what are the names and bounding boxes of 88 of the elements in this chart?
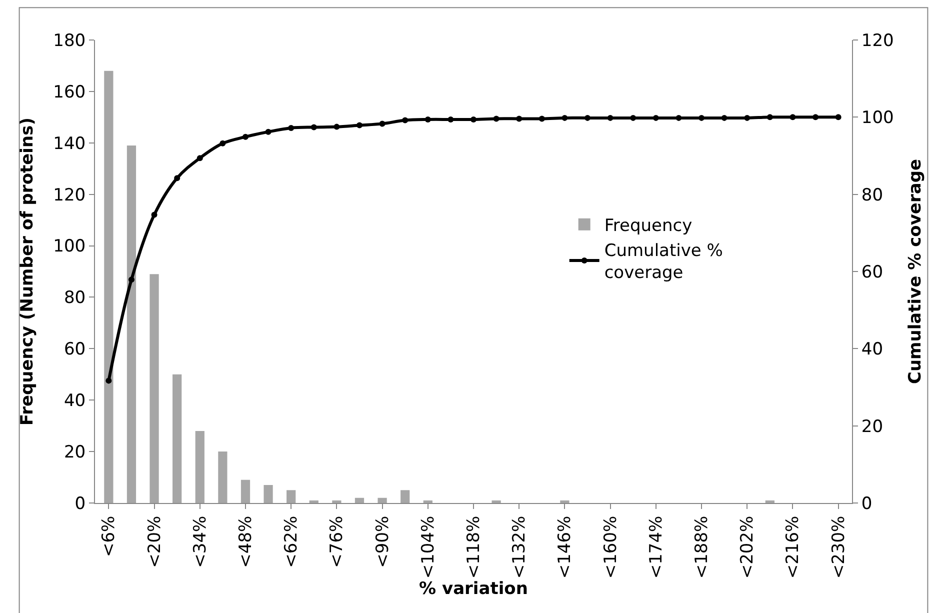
- y-tick-label: 0: [74, 494, 86, 514]
- point: [744, 114, 750, 121]
- bar: [126, 145, 136, 503]
- point: [448, 116, 454, 122]
- y-tick-label: 60: [64, 340, 86, 360]
- point: [766, 114, 773, 120]
- y-tick-label: 160: [53, 82, 86, 102]
- point: [379, 120, 386, 127]
- point: [288, 124, 294, 131]
- point: [196, 155, 203, 162]
- x-tick-label: <202%: [738, 516, 758, 579]
- bar: [172, 374, 182, 503]
- x-tick-label: <34%: [190, 516, 210, 568]
- x-tick-label: <104%: [418, 516, 438, 579]
- point: [470, 116, 476, 122]
- x-tick-label: <146%: [555, 516, 576, 579]
- x-tick-label: <132%: [510, 516, 530, 579]
- bar: [286, 490, 296, 503]
- x-axis-title: % variation: [419, 579, 528, 600]
- x-tick-label: <160%: [600, 516, 621, 579]
- legend-label: Cumulative % coverage: [604, 241, 723, 284]
- y-tick-label: 120: [53, 185, 86, 206]
- point: [402, 117, 408, 124]
- point: [106, 378, 112, 384]
- x-tick-label: <6%: [99, 516, 120, 558]
- bar: [354, 498, 364, 503]
- y2-axis-title: Cumulative % coverage: [905, 158, 926, 384]
- y2-tick-label: 20: [861, 416, 884, 437]
- point: [334, 124, 340, 130]
- bar: [765, 500, 774, 503]
- y-tick-label: 140: [53, 134, 86, 154]
- y-tick-label: 20: [64, 442, 86, 463]
- y2-tick-label: 60: [861, 262, 884, 282]
- y2-tick-label: 120: [861, 30, 894, 51]
- bar: [560, 500, 570, 503]
- x-tick-label: <230%: [828, 516, 849, 579]
- point: [812, 114, 819, 120]
- x-tick-label: <62%: [282, 516, 302, 568]
- point: [174, 175, 180, 182]
- bar: [195, 430, 204, 503]
- point: [835, 114, 842, 120]
- point: [538, 116, 545, 122]
- y2-tick-label: 0: [861, 494, 872, 514]
- x-tick-label: <188%: [692, 516, 712, 579]
- legend-label: Frequency: [604, 216, 692, 236]
- x-tick-label: <48%: [236, 516, 256, 568]
- bar: [309, 500, 318, 503]
- bar: [240, 480, 250, 503]
- bar: [332, 500, 342, 503]
- y2-tick-label: 100: [861, 108, 894, 128]
- point: [630, 114, 636, 121]
- x-tick-label: <20%: [144, 516, 165, 568]
- bar: [264, 484, 273, 503]
- point: [128, 276, 134, 283]
- x-tick-label: <76%: [327, 516, 348, 568]
- y-tick-label: 180: [53, 30, 86, 51]
- point: [151, 212, 158, 218]
- point: [265, 128, 272, 135]
- point: [721, 114, 728, 121]
- point: [220, 140, 226, 146]
- x-tick-label: <118%: [464, 516, 484, 579]
- point: [310, 124, 317, 130]
- point: [516, 116, 522, 122]
- point: [607, 114, 614, 121]
- bar: [423, 500, 432, 503]
- point: [424, 116, 431, 122]
- y-tick-label: 100: [53, 236, 86, 257]
- bar: [218, 452, 228, 503]
- x-tick-label: <216%: [783, 516, 804, 579]
- bar: [492, 500, 501, 503]
- y2-tick-label: 80: [861, 185, 884, 206]
- point: [493, 116, 500, 122]
- bar: [104, 70, 114, 503]
- point: [676, 114, 682, 121]
- bar: [378, 498, 387, 503]
- y-axis-title: Frequency (Number of proteins): [18, 118, 38, 426]
- y-tick-label: 80: [64, 288, 86, 308]
- bar: [400, 490, 410, 503]
- bar: [150, 274, 159, 503]
- y2-tick-label: 40: [861, 340, 884, 360]
- point: [562, 114, 568, 121]
- x-tick-label: <174%: [646, 516, 666, 579]
- point: [242, 134, 248, 140]
- x-tick-label: <90%: [372, 516, 393, 568]
- point: [356, 122, 362, 128]
- point: [790, 114, 796, 120]
- point: [652, 114, 659, 121]
- y-tick-label: 40: [64, 391, 86, 412]
